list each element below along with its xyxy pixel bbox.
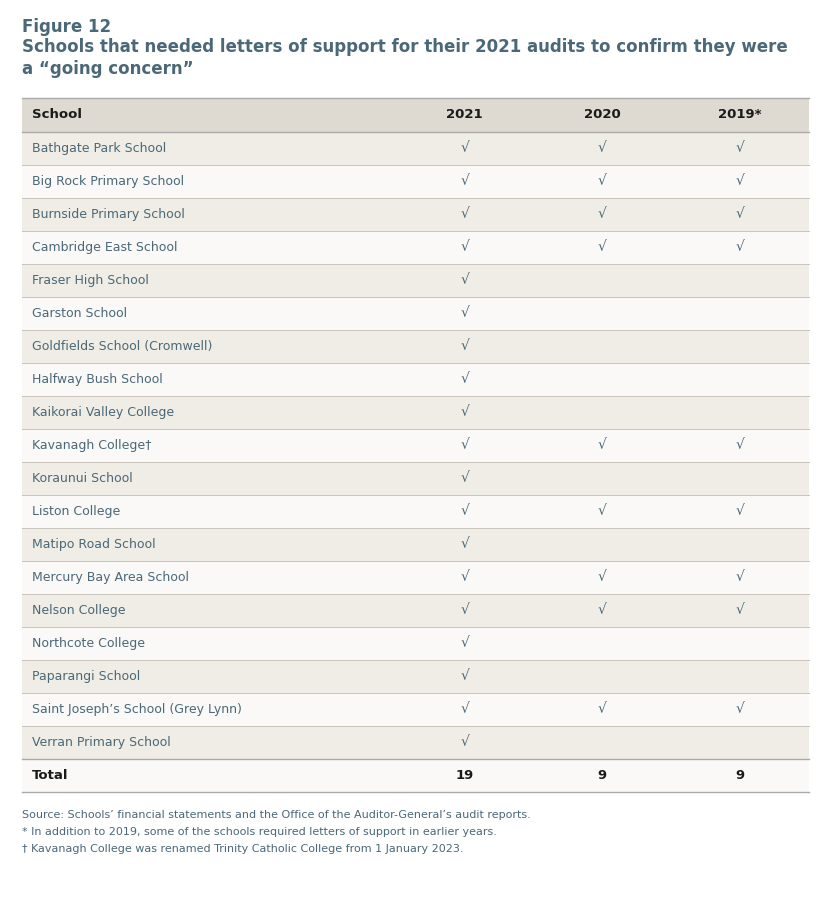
Text: √: √ — [735, 703, 745, 716]
Text: Garston School: Garston School — [32, 307, 127, 320]
Text: Liston College: Liston College — [32, 505, 120, 518]
Text: Nelson College: Nelson College — [32, 604, 125, 617]
Text: √: √ — [460, 703, 470, 716]
Text: √: √ — [735, 570, 745, 585]
Text: Halfway Bush School: Halfway Bush School — [32, 373, 163, 386]
Text: √: √ — [460, 307, 470, 321]
Bar — [22, 726, 809, 759]
Text: Matipo Road School: Matipo Road School — [32, 538, 155, 551]
Text: Source: Schools’ financial statements and the Office of the Auditor-General’s au: Source: Schools’ financial statements an… — [22, 810, 531, 820]
Text: √: √ — [460, 340, 470, 353]
Text: √: √ — [460, 735, 470, 749]
Text: √: √ — [598, 703, 607, 716]
Text: √: √ — [460, 208, 470, 222]
Text: √: √ — [598, 570, 607, 585]
Text: √: √ — [735, 604, 745, 617]
Text: Koraunui School: Koraunui School — [32, 472, 133, 485]
Bar — [22, 627, 809, 660]
Bar — [22, 660, 809, 693]
Text: √: √ — [598, 142, 607, 155]
Text: Kaikorai Valley College: Kaikorai Valley College — [32, 406, 175, 419]
Text: √: √ — [598, 174, 607, 189]
Text: √: √ — [598, 241, 607, 254]
Text: Saint Joseph’s School (Grey Lynn): Saint Joseph’s School (Grey Lynn) — [32, 703, 242, 716]
Text: √: √ — [460, 637, 470, 650]
Bar — [22, 330, 809, 363]
Bar — [22, 495, 809, 528]
Text: Mercury Bay Area School: Mercury Bay Area School — [32, 571, 189, 584]
Bar — [22, 429, 809, 462]
Bar — [22, 462, 809, 495]
Text: * In addition to 2019, some of the schools required letters of support in earlie: * In addition to 2019, some of the schoo… — [22, 827, 497, 837]
Text: a “going concern”: a “going concern” — [22, 60, 194, 78]
Text: Schools that needed letters of support for their 2021 audits to confirm they wer: Schools that needed letters of support f… — [22, 38, 788, 56]
Bar — [22, 132, 809, 165]
Text: Burnside Primary School: Burnside Primary School — [32, 208, 184, 221]
Text: √: √ — [460, 471, 470, 486]
Bar — [22, 561, 809, 594]
Text: √: √ — [460, 273, 470, 288]
Bar — [22, 231, 809, 264]
Text: √: √ — [460, 406, 470, 419]
Text: Big Rock Primary School: Big Rock Primary School — [32, 175, 184, 188]
Text: √: √ — [598, 505, 607, 518]
Text: √: √ — [735, 208, 745, 222]
Text: √: √ — [735, 142, 745, 155]
Text: √: √ — [735, 174, 745, 189]
Text: √: √ — [598, 604, 607, 617]
Text: √: √ — [460, 669, 470, 684]
Text: Bathgate Park School: Bathgate Park School — [32, 142, 166, 155]
Bar — [22, 198, 809, 231]
Bar — [22, 693, 809, 726]
Text: Goldfields School (Cromwell): Goldfields School (Cromwell) — [32, 340, 213, 353]
Text: √: √ — [735, 439, 745, 452]
Text: √: √ — [460, 174, 470, 189]
Text: 9: 9 — [597, 769, 607, 782]
Text: 2020: 2020 — [584, 108, 621, 122]
Text: 19: 19 — [455, 769, 474, 782]
Bar — [22, 363, 809, 396]
Bar — [22, 264, 809, 297]
Text: Fraser High School: Fraser High School — [32, 274, 149, 287]
Bar — [22, 594, 809, 627]
Text: Figure 12: Figure 12 — [22, 18, 111, 36]
Text: √: √ — [460, 570, 470, 585]
Text: √: √ — [598, 439, 607, 452]
Text: Paparangi School: Paparangi School — [32, 670, 140, 683]
Text: Verran Primary School: Verran Primary School — [32, 736, 170, 749]
Text: √: √ — [460, 538, 470, 551]
Text: √: √ — [460, 604, 470, 617]
Text: Cambridge East School: Cambridge East School — [32, 241, 178, 254]
Text: 9: 9 — [735, 769, 745, 782]
Bar — [22, 396, 809, 429]
Bar — [22, 98, 809, 132]
Text: √: √ — [460, 241, 470, 254]
Text: 2021: 2021 — [446, 108, 483, 122]
Text: √: √ — [460, 372, 470, 387]
Text: √: √ — [460, 505, 470, 518]
Text: √: √ — [460, 439, 470, 452]
Bar — [22, 165, 809, 198]
Text: √: √ — [735, 505, 745, 518]
Text: 2019*: 2019* — [718, 108, 762, 122]
Text: Kavanagh College†: Kavanagh College† — [32, 439, 151, 452]
Text: √: √ — [460, 142, 470, 155]
Bar — [22, 528, 809, 561]
Text: School: School — [32, 108, 82, 122]
Text: √: √ — [735, 241, 745, 254]
Text: Northcote College: Northcote College — [32, 637, 145, 650]
Bar — [22, 297, 809, 330]
Text: Total: Total — [32, 769, 68, 782]
Text: † Kavanagh College was renamed Trinity Catholic College from 1 January 2023.: † Kavanagh College was renamed Trinity C… — [22, 844, 464, 854]
Bar — [22, 759, 809, 792]
Text: √: √ — [598, 208, 607, 222]
